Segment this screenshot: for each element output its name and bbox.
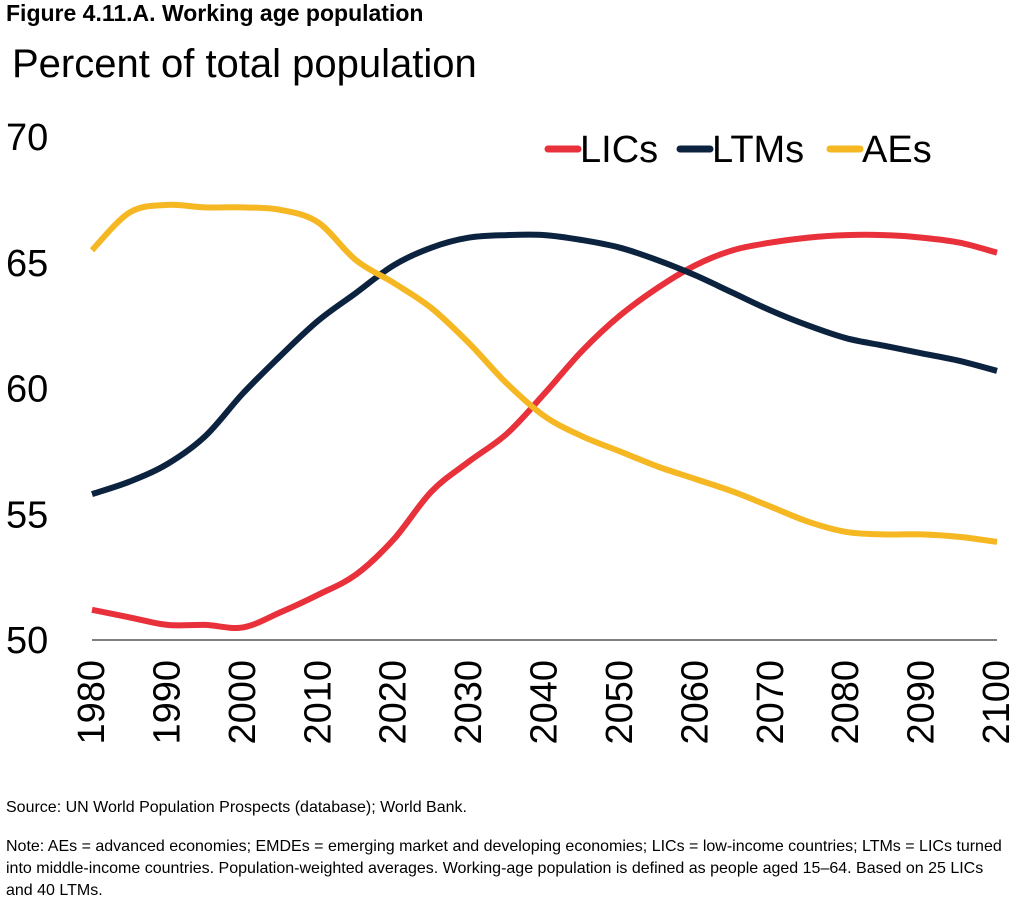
x-tick-label: 2090: [901, 660, 943, 745]
note-text: Note: AEs = advanced economies; EMDEs = …: [6, 838, 1002, 899]
x-tick-label: 2070: [750, 660, 792, 745]
y-tick-label: 70: [6, 117, 48, 159]
chart-subtitle: Percent of total population: [12, 42, 477, 86]
x-tick-label: 1980: [71, 660, 113, 745]
x-tick-label: 1990: [146, 660, 188, 745]
x-tick-label: 2050: [599, 660, 641, 745]
line-chart: 50 55 60 65 70 1980 1990 2000 2010 2020 2030 2040 2…: [6, 117, 1009, 745]
x-tick-label: 2000: [222, 660, 264, 745]
x-tick-label: 2040: [524, 660, 566, 745]
y-tick-label: 55: [6, 494, 48, 536]
series-line-aes: [89, 201, 998, 545]
x-tick-label: 2060: [674, 660, 716, 745]
series-line-ltms: [91, 231, 998, 497]
x-tick-label: 2030: [448, 660, 490, 745]
source-text: Source: UN World Population Prospects (d…: [6, 799, 467, 816]
x-tick-label: 2080: [825, 660, 867, 745]
y-tick-label: 60: [6, 369, 48, 411]
x-tick-label: 2010: [297, 660, 339, 745]
series-line-lics: [91, 231, 998, 631]
legend-label-lics: LICs: [580, 129, 658, 171]
x-tick-label: 2100: [976, 660, 1009, 745]
x-tick-label: 2020: [373, 660, 415, 745]
legend-label-aes: AEs: [862, 129, 932, 171]
figure-title: Figure 4.11.A. Working age population: [6, 0, 424, 26]
y-tick-label: 65: [6, 243, 48, 285]
legend-label-ltms: LTMs: [712, 129, 804, 171]
y-tick-label: 50: [6, 620, 48, 662]
